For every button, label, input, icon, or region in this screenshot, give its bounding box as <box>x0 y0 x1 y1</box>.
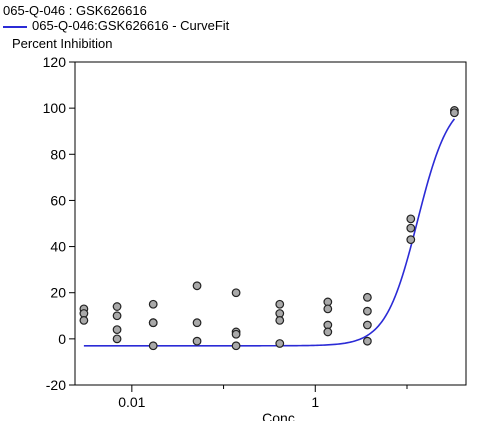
x-axis: 0.01 1 <box>118 385 408 410</box>
legend-fit-label: 065-Q-046:GSK626616 - CurveFit <box>32 18 230 33</box>
data-point <box>323 327 333 337</box>
y-tick-label: 100 <box>43 100 67 116</box>
y-axis-label: Percent Inhibition <box>12 36 113 51</box>
data-points <box>79 106 459 351</box>
legend-title: 065-Q-046 : GSK626616 <box>3 3 147 18</box>
y-tick-label: 80 <box>50 146 66 162</box>
data-point <box>192 281 202 291</box>
data-point <box>275 339 285 348</box>
data-point <box>112 302 122 311</box>
data-point <box>275 316 285 325</box>
data-point <box>406 223 416 233</box>
legend-fit-entry: 065-Q-046:GSK626616 - CurveFit <box>13 18 229 33</box>
data-point <box>192 318 202 328</box>
data-point <box>148 318 158 328</box>
y-tick-label: 40 <box>50 239 66 255</box>
fit-curve-line <box>83 118 456 347</box>
data-point <box>362 336 372 346</box>
data-point <box>406 235 416 245</box>
data-point <box>112 334 122 344</box>
data-point <box>79 316 89 325</box>
data-point <box>323 304 333 314</box>
data-point <box>112 325 122 335</box>
data-point <box>231 329 241 339</box>
data-point <box>192 336 202 346</box>
data-point <box>231 288 241 298</box>
x-tick-label: 1 <box>311 394 319 410</box>
data-point <box>148 299 158 309</box>
data-point <box>362 320 372 330</box>
x-tick-label: 0.01 <box>118 394 145 410</box>
data-point <box>275 299 285 309</box>
data-point <box>450 108 459 118</box>
data-point <box>112 311 122 321</box>
y-tick-label: 60 <box>50 192 66 208</box>
y-tick-label: 120 <box>43 54 67 70</box>
data-point <box>406 214 416 224</box>
data-point <box>148 341 158 351</box>
y-tick-label: 0 <box>58 331 66 347</box>
data-point <box>231 341 241 351</box>
plot-frame <box>74 61 467 386</box>
legend-fit-swatch <box>3 26 27 28</box>
y-tick-label: 20 <box>50 285 66 301</box>
data-point <box>362 306 372 316</box>
y-tick-label: -20 <box>46 377 66 393</box>
data-point <box>362 292 372 302</box>
x-axis-label: Conc <box>262 410 295 421</box>
y-axis: -20 0 20 40 60 80 100 120 <box>43 54 75 393</box>
